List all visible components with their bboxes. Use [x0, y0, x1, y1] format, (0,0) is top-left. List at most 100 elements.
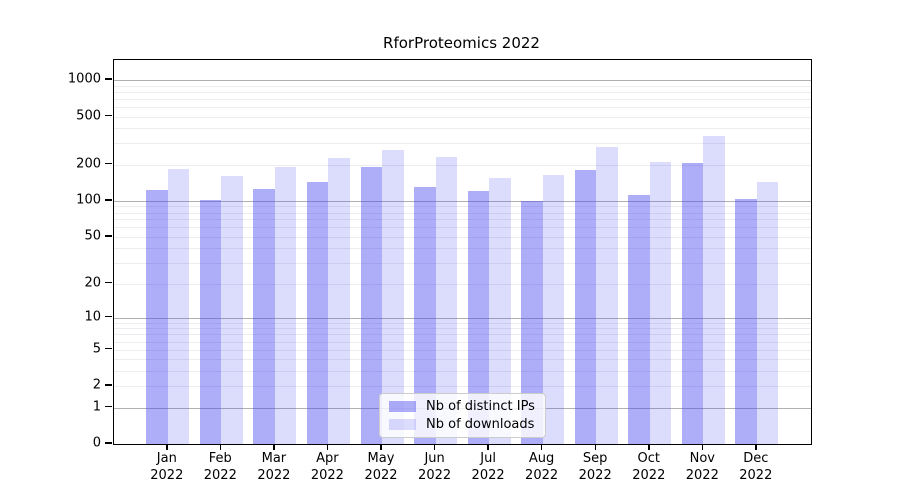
- bar-downloads-aug: [542, 174, 565, 444]
- y-tick-label-0: 0: [92, 435, 101, 451]
- bar-downloads-feb: [221, 176, 243, 444]
- y-tick-2: [105, 384, 112, 386]
- bar-downloads-dec: [756, 182, 779, 444]
- bar-distinct-ips-aug: [521, 200, 543, 444]
- y-tick-1000: [105, 78, 112, 80]
- x-tick-oct: [648, 444, 650, 450]
- gridline-200: [114, 164, 811, 166]
- gridline-400: [114, 128, 811, 130]
- x-tick-label-feb: Feb 2022: [203, 451, 237, 483]
- gridline-8: [114, 328, 811, 330]
- y-tick-label-1000: 1000: [67, 71, 101, 87]
- x-tick-jul: [487, 444, 489, 450]
- legend-label-distinct-ips: Nb of distinct IPs: [426, 399, 535, 414]
- gridline-500: [114, 116, 811, 118]
- legend-label-downloads: Nb of downloads: [426, 417, 535, 432]
- bar-distinct-ips-jun: [414, 187, 436, 444]
- legend-swatch-distinct-ips: [389, 401, 416, 412]
- gridline-1000: [114, 80, 811, 81]
- gridline-900: [114, 85, 811, 87]
- bar-downloads-mar: [274, 167, 297, 444]
- bar-downloads-jan: [167, 169, 190, 444]
- bar-distinct-ips-nov: [681, 163, 704, 444]
- x-tick-jun: [433, 444, 436, 450]
- y-tick-5: [105, 347, 112, 350]
- x-tick-label-nov: Nov 2022: [685, 451, 719, 483]
- bar-distinct-ips-feb: [199, 200, 222, 444]
- x-tick-label-sep: Sep 2022: [578, 451, 612, 483]
- bar-distinct-ips-may: [360, 167, 382, 444]
- gridline-50: [114, 236, 811, 238]
- x-tick-apr: [326, 444, 329, 450]
- legend-item-downloads: Nb of downloads: [389, 417, 535, 432]
- gridline-10: [114, 317, 811, 319]
- gridline-4: [114, 359, 811, 361]
- bar-distinct-ips-jan: [146, 190, 168, 444]
- gridline-6: [114, 341, 811, 343]
- x-tick-label-oct: Oct 2022: [632, 451, 666, 483]
- y-tick-100: [105, 199, 112, 201]
- gridline-40: [114, 248, 811, 250]
- x-tick-may: [380, 444, 382, 450]
- x-tick-label-may: May 2022: [364, 451, 398, 483]
- y-tick-label-200: 200: [76, 156, 101, 172]
- x-tick-label-jan: Jan 2022: [150, 451, 184, 483]
- x-tick-label-jun: Jun 2022: [418, 451, 452, 483]
- x-tick-label-jul: Jul 2022: [471, 451, 505, 483]
- y-tick-50: [105, 235, 112, 237]
- x-tick-mar: [273, 444, 275, 450]
- bar-downloads-jul: [489, 177, 511, 444]
- chart-title: RforProteomics 2022: [383, 34, 540, 52]
- x-tick-nov: [701, 444, 703, 450]
- gridline-800: [114, 91, 811, 93]
- gridline-7: [114, 334, 811, 336]
- x-tick-label-dec: Dec 2022: [739, 451, 773, 483]
- y-tick-label-5: 5: [92, 341, 101, 357]
- legend-swatch-downloads: [389, 419, 416, 430]
- gridline-600: [114, 106, 811, 108]
- gridline-300: [114, 143, 811, 145]
- y-tick-label-10: 10: [84, 309, 101, 325]
- bar-downloads-sep: [596, 146, 618, 444]
- y-tick-label-100: 100: [76, 192, 101, 208]
- bar-distinct-ips-sep: [574, 169, 597, 444]
- bar-downloads-may: [382, 150, 404, 444]
- gridline-90: [114, 206, 811, 208]
- bar-downloads-nov: [703, 135, 725, 444]
- gridline-20: [114, 283, 811, 285]
- y-tick-label-1: 1: [92, 399, 101, 414]
- bar-downloads-oct: [649, 161, 672, 444]
- y-tick-label-2: 2: [92, 377, 101, 393]
- gridline-3: [114, 371, 811, 372]
- bar-distinct-ips-apr: [306, 181, 329, 444]
- gridline-700: [114, 98, 811, 100]
- x-tick-sep: [594, 444, 596, 450]
- gridline-9: [114, 322, 811, 324]
- y-tick-0: [105, 442, 112, 444]
- gridline-5: [114, 349, 811, 351]
- x-tick-label-aug: Aug 2022: [525, 451, 559, 483]
- gridline-80: [114, 212, 811, 214]
- gridline-2: [114, 386, 811, 388]
- bar-downloads-jun: [435, 156, 458, 444]
- x-tick-label-apr: Apr 2022: [310, 451, 344, 483]
- x-tick-dec: [755, 444, 757, 450]
- bar-distinct-ips-mar: [253, 189, 275, 444]
- bar-distinct-ips-oct: [628, 195, 650, 444]
- x-tick-feb: [219, 444, 222, 450]
- y-tick-500: [105, 114, 112, 117]
- plot-area: Nb of distinct IPs Nb of downloads: [113, 59, 812, 445]
- y-tick-20: [105, 281, 112, 284]
- x-tick-jan: [166, 444, 168, 450]
- x-tick-aug: [540, 444, 543, 450]
- y-tick-label-20: 20: [84, 275, 101, 291]
- gridline-30: [114, 263, 811, 265]
- legend-item-distinct-ips: Nb of distinct IPs: [389, 399, 535, 414]
- y-tick-200: [105, 162, 112, 165]
- y-tick-label-500: 500: [76, 108, 101, 123]
- legend: Nb of distinct IPs Nb of downloads: [379, 393, 546, 438]
- x-tick-label-mar: Mar 2022: [257, 451, 291, 483]
- y-tick-1: [105, 405, 112, 408]
- gridline-100: [114, 200, 811, 202]
